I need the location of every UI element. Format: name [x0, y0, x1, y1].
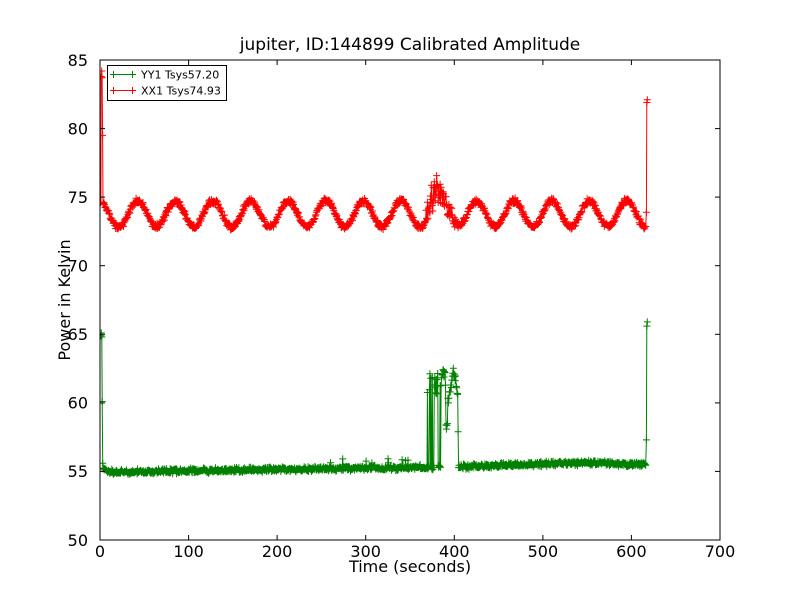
series-layer [100, 67, 651, 478]
x-tick-label: 600 [616, 542, 647, 561]
x-tick-label: 700 [705, 542, 736, 561]
legend-label-xx1: XX1 Tsys74.93 [141, 85, 221, 98]
x-tick-label: 100 [173, 542, 204, 561]
x-tick-label: 300 [350, 542, 381, 561]
legend-box [107, 65, 227, 101]
series-markers-yy1 [100, 318, 651, 478]
legend-label-yy1: YY1 Tsys57.20 [140, 69, 219, 82]
axis-tick-labels: 0 100 200 300 400 500 600 700 50 55 60 65 70 75 80 85 [68, 51, 736, 561]
legend-entry-yy1: YY1 Tsys57.20 [110, 69, 219, 82]
chart-title: jupiter, ID:144899 Calibrated Amplitude [239, 35, 580, 55]
legend-swatch-yy1 [110, 71, 136, 78]
y-tick-label: 80 [68, 119, 88, 138]
legend-swatch-xx1 [110, 87, 136, 94]
y-axis-label: Power in Kelvin [55, 239, 74, 360]
axis-ticks [99, 59, 721, 541]
y-tick-label: 75 [68, 188, 88, 207]
x-axis-label: Time (seconds) [348, 557, 471, 576]
y-tick-label: 65 [68, 325, 88, 344]
y-tick-label: 60 [68, 394, 88, 413]
y-tick-label: 55 [68, 462, 88, 481]
legend-entry-xx1: XX1 Tsys74.93 [110, 85, 221, 98]
plot-frame [99, 59, 721, 541]
legend: YY1 Tsys57.20 XX1 Tsys74.93 [107, 65, 227, 101]
x-tick-label: 200 [262, 542, 293, 561]
series-markers-xx1 [100, 67, 651, 234]
y-tick-label: 50 [68, 531, 88, 550]
x-tick-label: 500 [528, 542, 559, 561]
x-tick-label: 0 [95, 542, 105, 561]
y-tick-label: 85 [68, 51, 88, 70]
y-tick-label: 70 [68, 257, 88, 276]
x-tick-label: 400 [439, 542, 470, 561]
